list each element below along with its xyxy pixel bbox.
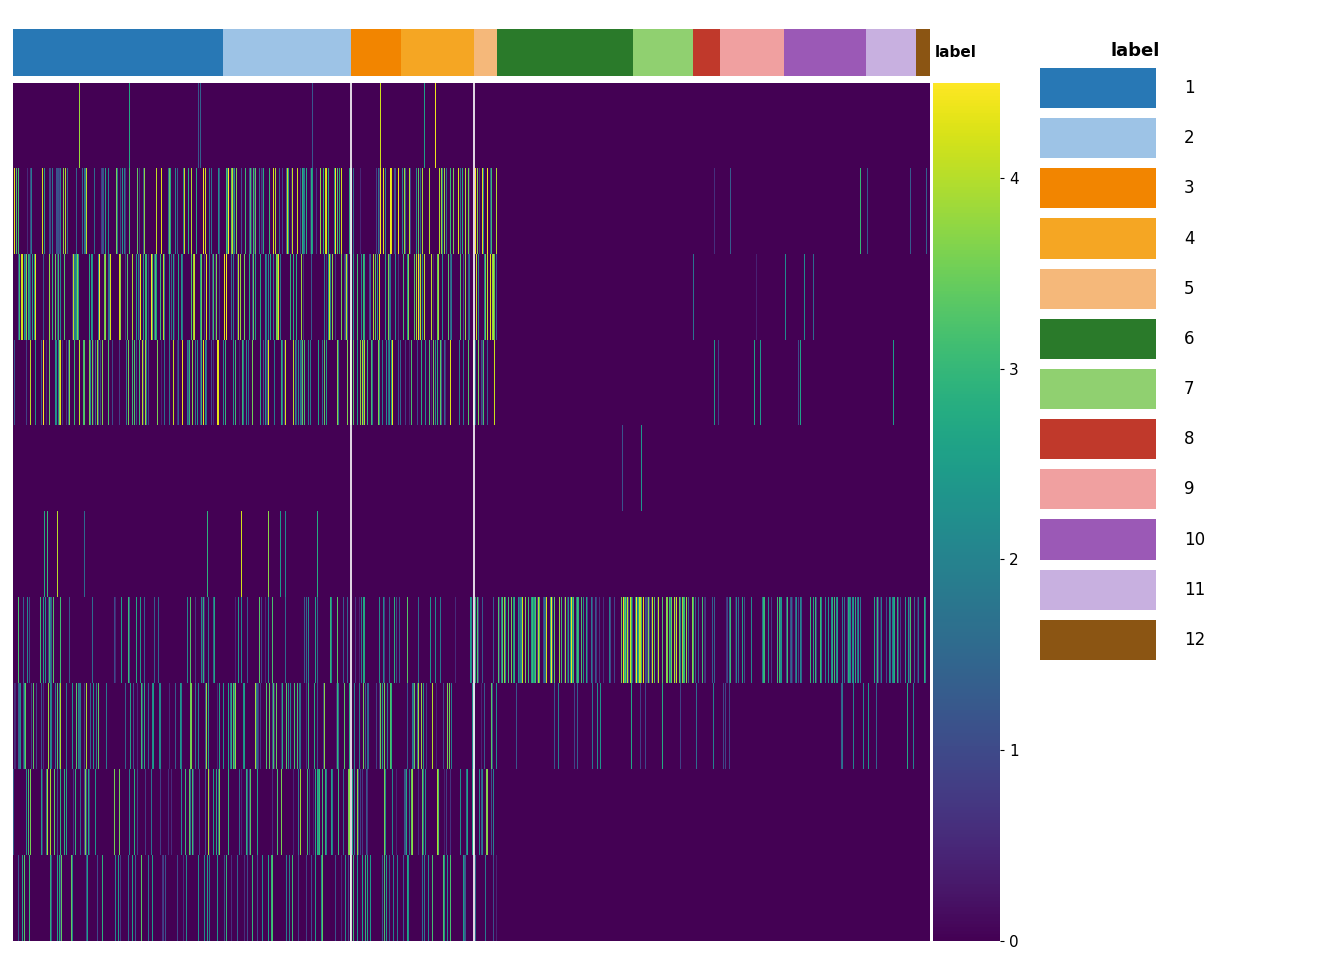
Bar	[784, 29, 866, 76]
Bar	[497, 29, 633, 76]
FancyBboxPatch shape	[1040, 620, 1156, 660]
Bar	[633, 29, 692, 76]
Text: 9: 9	[1184, 480, 1195, 498]
Text: 12: 12	[1184, 631, 1206, 649]
Text: 3: 3	[1184, 180, 1195, 198]
Text: 5: 5	[1184, 279, 1195, 298]
Text: label: label	[934, 45, 976, 60]
Text: 8: 8	[1184, 430, 1195, 448]
FancyBboxPatch shape	[1040, 319, 1156, 359]
Text: 10: 10	[1184, 531, 1206, 548]
Bar	[692, 29, 720, 76]
Bar	[13, 29, 223, 76]
Text: 4: 4	[1184, 229, 1195, 248]
FancyBboxPatch shape	[1040, 519, 1156, 560]
FancyBboxPatch shape	[1040, 420, 1156, 459]
FancyBboxPatch shape	[1040, 369, 1156, 409]
Bar	[917, 29, 930, 76]
Text: 6: 6	[1184, 330, 1195, 348]
Text: 1: 1	[1184, 79, 1195, 97]
FancyBboxPatch shape	[1040, 168, 1156, 208]
FancyBboxPatch shape	[1040, 569, 1156, 610]
FancyBboxPatch shape	[1040, 118, 1156, 158]
Text: 2: 2	[1184, 130, 1195, 147]
Bar	[474, 29, 497, 76]
Bar	[401, 29, 474, 76]
Text: 7: 7	[1184, 380, 1195, 398]
FancyBboxPatch shape	[1040, 219, 1156, 258]
FancyBboxPatch shape	[1040, 68, 1156, 108]
Bar	[866, 29, 917, 76]
Text: 11: 11	[1184, 581, 1206, 599]
FancyBboxPatch shape	[1040, 469, 1156, 510]
Bar	[223, 29, 351, 76]
Text: label: label	[1110, 42, 1160, 60]
Bar	[720, 29, 784, 76]
FancyBboxPatch shape	[1040, 269, 1156, 309]
Bar	[351, 29, 401, 76]
